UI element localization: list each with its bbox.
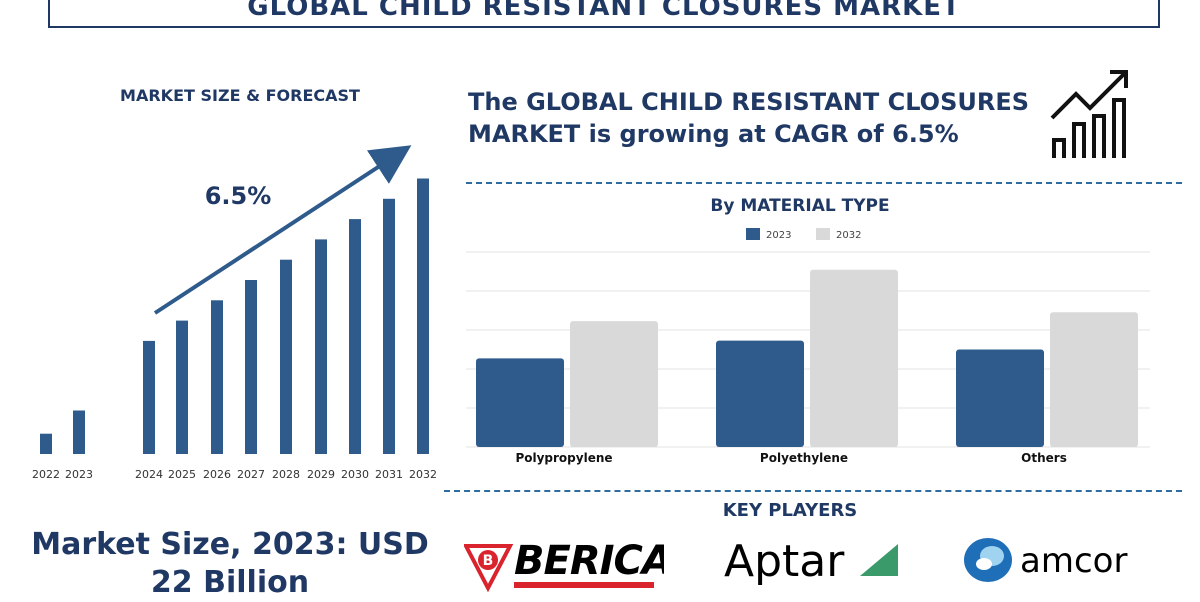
forecast-tick-2023: 2023 bbox=[65, 468, 93, 481]
material-chart: 2023 2032 Polypropylene Polyethylene Others bbox=[466, 228, 1150, 465]
legend-label-2023: 2023 bbox=[766, 230, 791, 241]
growth-arrow bbox=[153, 145, 412, 315]
forecast-tick-2024: 2024 bbox=[135, 468, 163, 481]
bericap-logo: B BERICAP bbox=[462, 538, 702, 593]
forecast-subtitle: MARKET SIZE & FORECAST bbox=[120, 86, 360, 105]
forecast-bar-2022 bbox=[40, 433, 52, 454]
forecast-tick-2030: 2030 bbox=[341, 468, 369, 481]
growth-chart-icon bbox=[1050, 70, 1128, 158]
amcor-logo: amcor bbox=[962, 534, 1142, 590]
material-category-others: Others bbox=[1021, 451, 1067, 465]
legend-label-2032: 2032 bbox=[836, 230, 861, 241]
forecast-tick-2027: 2027 bbox=[237, 468, 265, 481]
material-category-polyethylene: Polyethylene bbox=[760, 451, 848, 465]
material-bar-others-2023 bbox=[956, 349, 1044, 447]
svg-text:amcor: amcor bbox=[1020, 541, 1127, 581]
forecast-tick-2022: 2022 bbox=[32, 468, 60, 481]
title-banner: GLOBAL CHILD RESISTANT CLOSURES MARKET bbox=[48, 0, 1160, 28]
svg-text:BERICAP: BERICAP bbox=[514, 540, 664, 584]
forecast-bar-2023 bbox=[73, 410, 85, 454]
svg-text:B: B bbox=[483, 553, 494, 569]
forecast-bar-2031 bbox=[383, 198, 395, 454]
material-category-polypropylene: Polypropylene bbox=[515, 451, 612, 465]
forecast-tick-2029: 2029 bbox=[307, 468, 335, 481]
legend-swatch-2032 bbox=[816, 228, 830, 240]
cagr-annotation: 6.5% bbox=[205, 182, 272, 210]
material-bar-polypropylene-2032 bbox=[570, 321, 658, 447]
forecast-chart: 2022 2023 2024 2025 2026 2027 2028 2029 2030 2031… bbox=[32, 145, 437, 481]
divider-top bbox=[466, 182, 1182, 184]
forecast-tick-2032: 2032 bbox=[409, 468, 437, 481]
material-bar-polyethylene-2023 bbox=[716, 340, 804, 447]
material-bar-polypropylene-2023 bbox=[476, 358, 564, 447]
forecast-tick-2025: 2025 bbox=[168, 468, 196, 481]
material-bar-others-2032 bbox=[1050, 312, 1138, 447]
market-size-text: Market Size, 2023: USD 22 Billion bbox=[31, 527, 429, 600]
material-bar-polyethylene-2032 bbox=[810, 269, 898, 447]
forecast-bar-2029 bbox=[315, 239, 327, 454]
legend-swatch-2023 bbox=[746, 228, 760, 240]
forecast-tick-2031: 2031 bbox=[375, 468, 403, 481]
material-chart-title: By MATERIAL TYPE bbox=[710, 196, 890, 216]
forecast-bar-2030 bbox=[349, 219, 361, 454]
divider-bottom bbox=[444, 490, 1182, 492]
page-title: GLOBAL CHILD RESISTANT CLOSURES MARKET bbox=[247, 0, 961, 22]
forecast-bar-2025 bbox=[176, 320, 188, 454]
forecast-bar-2027 bbox=[245, 280, 257, 454]
key-players-title: KEY PLAYERS bbox=[722, 500, 858, 521]
aptar-logo: Aptar bbox=[724, 530, 904, 590]
forecast-bar-2024 bbox=[143, 340, 155, 454]
svg-text:Aptar: Aptar bbox=[724, 536, 845, 587]
forecast-bar-2032 bbox=[417, 178, 429, 454]
forecast-bar-2026 bbox=[211, 300, 223, 454]
forecast-tick-2026: 2026 bbox=[203, 468, 231, 481]
forecast-bar-2028 bbox=[280, 259, 292, 454]
forecast-tick-2028: 2028 bbox=[272, 468, 300, 481]
cagr-headline: The GLOBAL CHILD RESISTANT CLOSURES MARK… bbox=[468, 88, 1029, 148]
